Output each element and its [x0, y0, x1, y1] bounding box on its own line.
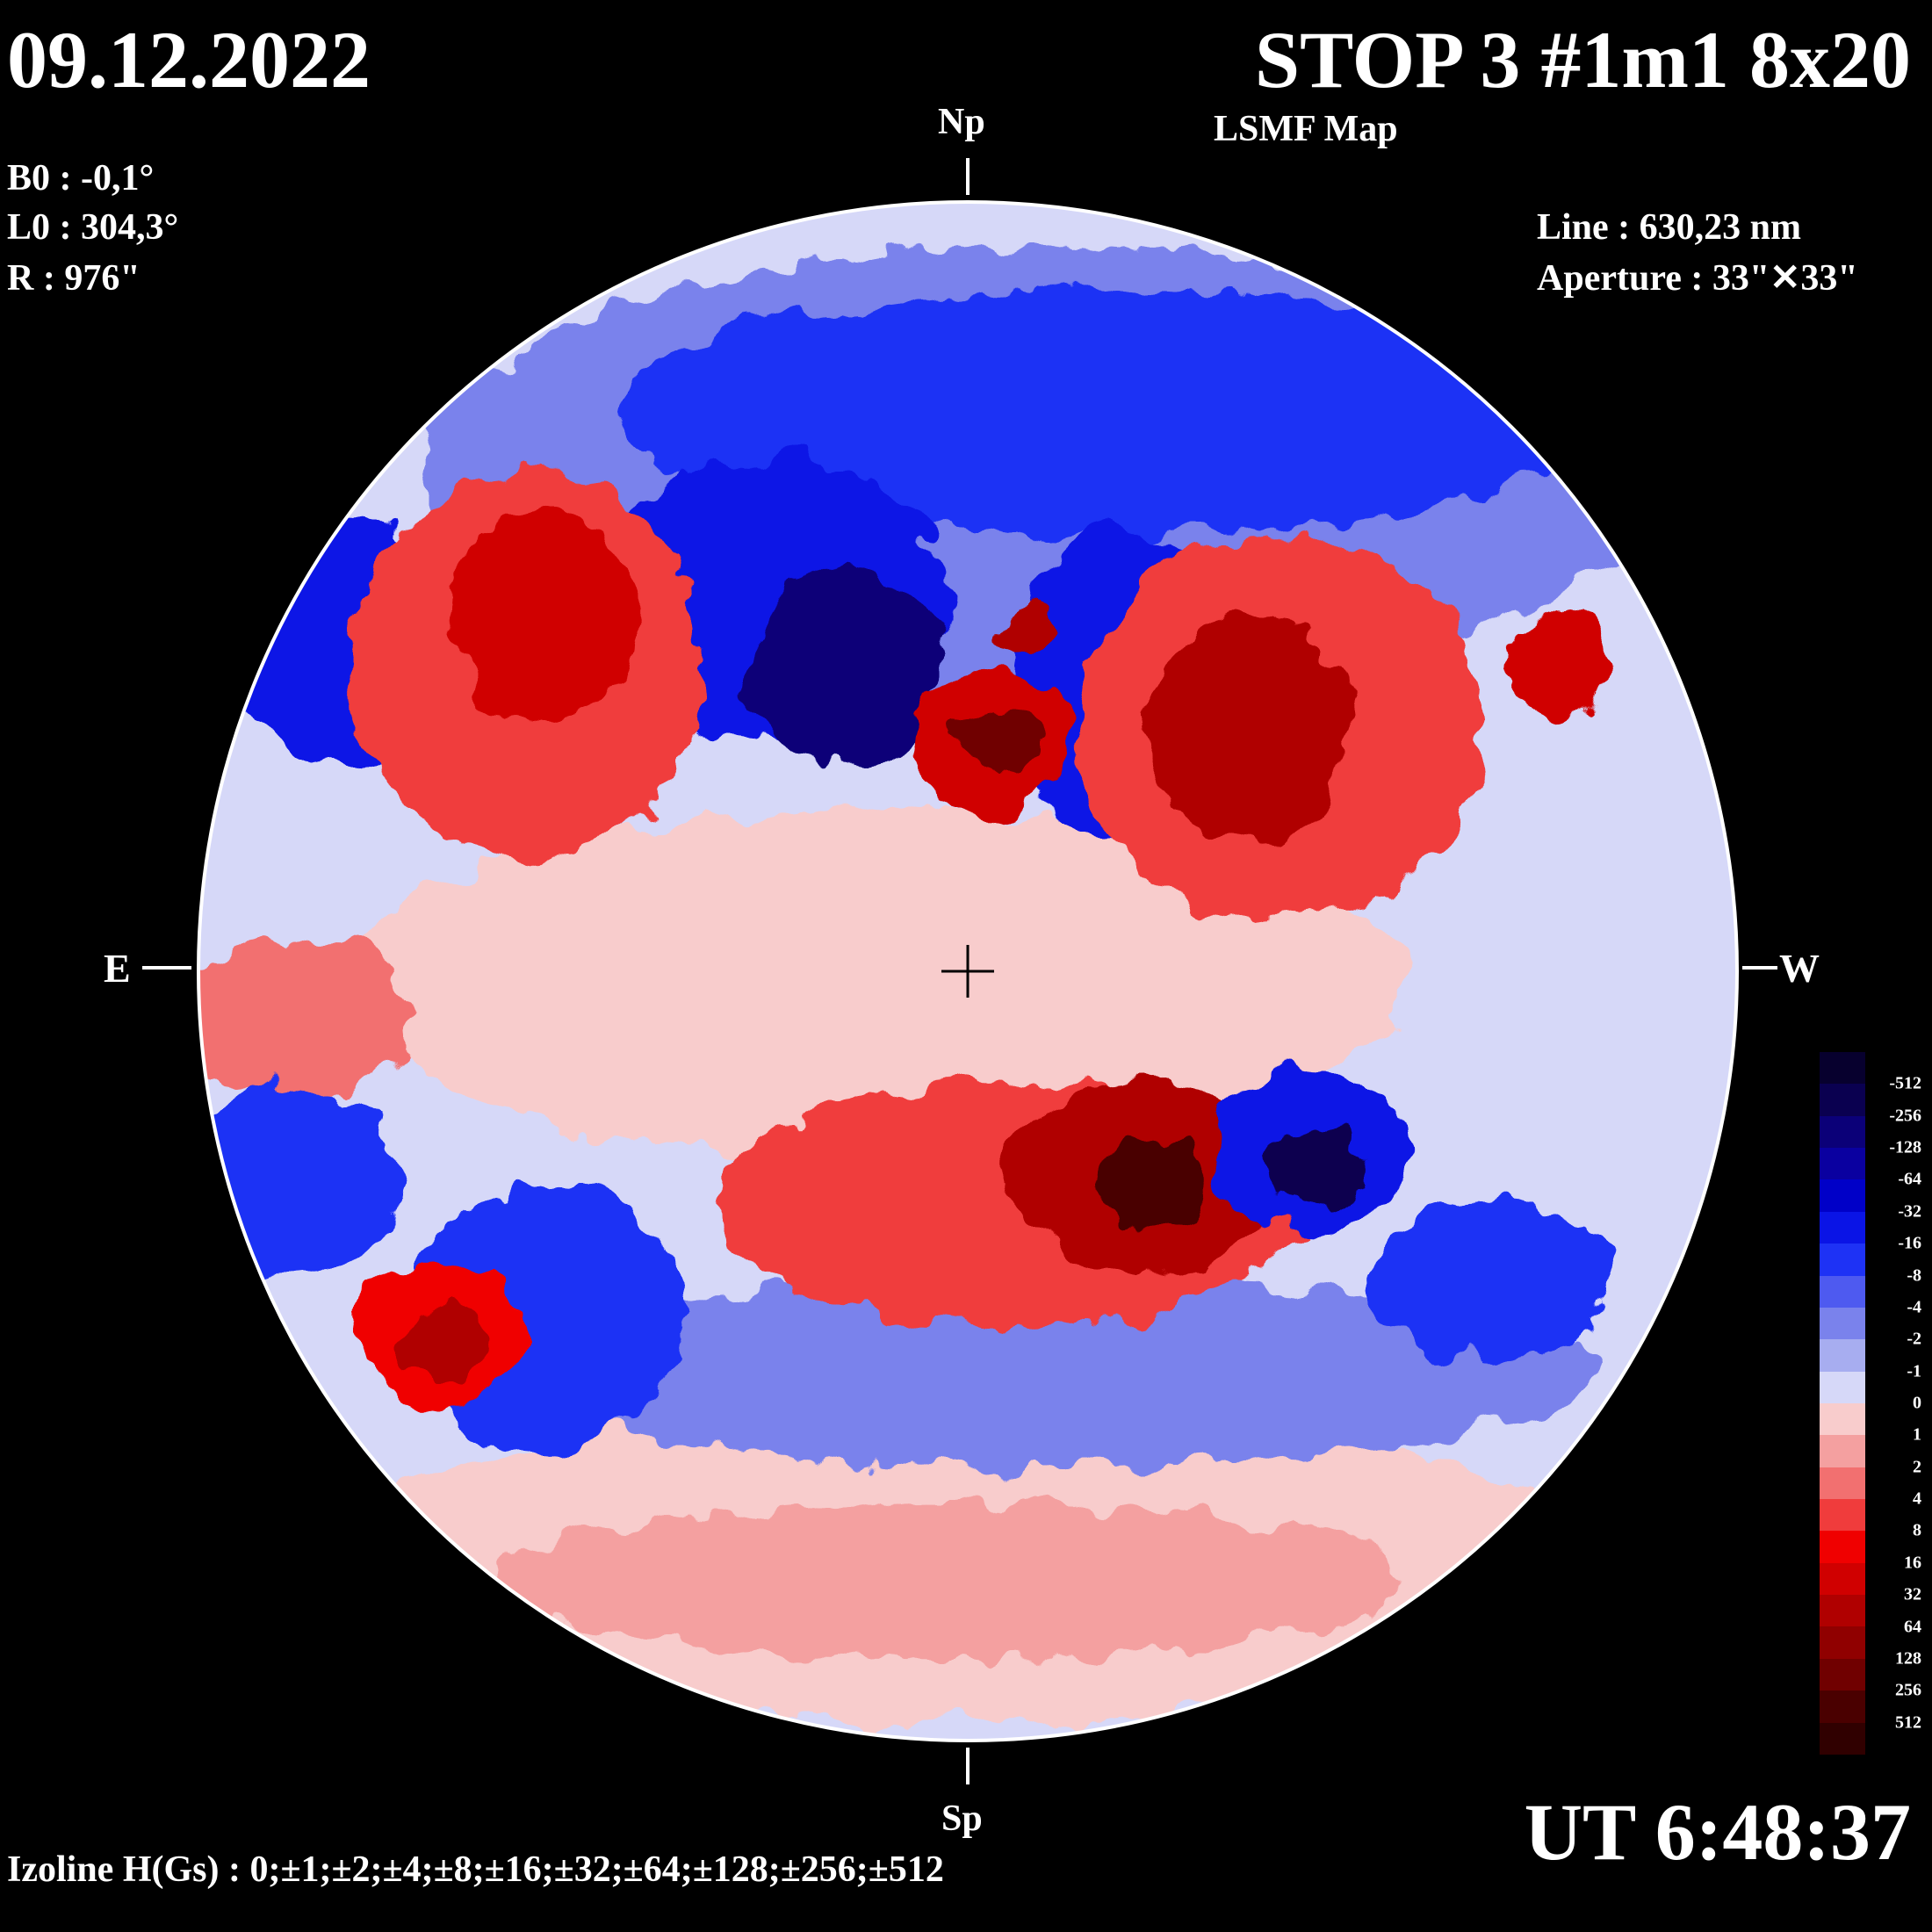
disk-limb [197, 200, 1739, 1742]
colorbar-segment [1820, 1595, 1865, 1627]
west-label: W [1779, 946, 1820, 991]
colorbar-tick-label: -1 [1907, 1361, 1921, 1381]
param-aperture: Aperture : 33"✕33" [1537, 258, 1858, 299]
colorbar-segment [1820, 1052, 1865, 1085]
colorbar-segment [1820, 1658, 1865, 1691]
south-pole-label: Sp [941, 1799, 983, 1839]
colorbar-segment [1820, 1179, 1865, 1212]
map-subtitle: LSMF Map [1214, 109, 1398, 149]
colorbar-tick-label: -128 [1889, 1137, 1921, 1157]
colorbar-segment [1820, 1339, 1865, 1372]
colorbar-tick-label: -4 [1907, 1297, 1921, 1317]
colorbar-segment [1820, 1402, 1865, 1436]
colorbar-segment [1820, 1467, 1865, 1500]
colorbar-segment [1820, 1722, 1865, 1755]
positive-region-se-core [400, 1308, 479, 1379]
negative-region-south-spot-core [1269, 1128, 1366, 1208]
colorbar-segment [1820, 1115, 1865, 1149]
observation-date: 09.12.2022 [7, 15, 371, 105]
colorbar-segment [1820, 1244, 1865, 1276]
colorbar-segment [1820, 1499, 1865, 1532]
colorbar-tick-label: -32 [1898, 1201, 1921, 1222]
colorbar-tick-label: 2 [1913, 1457, 1921, 1477]
positive-field-belt-south-inner [492, 1502, 1405, 1660]
positive-field-zone-east [198, 940, 413, 1098]
colorbar-segment [1820, 1275, 1865, 1308]
colorbar-segment [1820, 1690, 1865, 1723]
param-l0: L0 : 304,3° [7, 207, 179, 248]
colorbar-tick-label: -64 [1898, 1169, 1921, 1189]
colorbar-tick-label: 16 [1904, 1553, 1921, 1573]
colorbar-segment [1820, 1626, 1865, 1659]
param-radius: R : 976" [7, 258, 141, 299]
negative-field-region-nw-core [746, 571, 940, 764]
colorbar-segment [1820, 1562, 1865, 1596]
colorbar-tick-label: 8 [1913, 1520, 1921, 1540]
negative-field-arc-north-core [615, 290, 1598, 536]
map-title: STOP 3 #1m1 8x20 [1254, 15, 1911, 105]
ut-time: UT 6:48:37 [1524, 1787, 1911, 1877]
colorbar-tick-label: 64 [1904, 1617, 1921, 1637]
colorbar-tick-label: 32 [1904, 1584, 1921, 1604]
colorbar-tick-label: 1 [1913, 1424, 1921, 1445]
colorbar-tick-label: 128 [1895, 1648, 1921, 1669]
colorbar-segment [1820, 1531, 1865, 1563]
positive-region-ne-core [448, 509, 641, 720]
positive-region-cn-core [957, 703, 1036, 773]
colorbar-tick-label: 256 [1895, 1680, 1921, 1700]
colorbar-segment [1820, 1084, 1865, 1116]
izoline-levels: Izoline H(Gs) : 0;±1;±2;±4;±8;±16;±32;±6… [7, 1849, 944, 1890]
positive-region-south-umbra [1098, 1142, 1203, 1229]
negative-region-sw [1370, 1203, 1616, 1361]
positive-region-nw-core [1142, 615, 1352, 843]
negative-field-band-south [474, 1273, 1598, 1467]
colorbar-tick-label: 4 [1913, 1489, 1921, 1509]
colorbar-labels: -512 -256 -128 -64 -32 -16 -8 -4 -2 -1 0 1 2 4 8 16 32 64… [1869, 1052, 1921, 1755]
colorbar-segment [1820, 1211, 1865, 1244]
colorbar-segment [1820, 1307, 1865, 1340]
colorbar-tick-label: -512 [1889, 1073, 1921, 1093]
colorbar-tick-label: -256 [1889, 1106, 1921, 1126]
north-pole-label: Np [938, 102, 985, 142]
positive-field-zone-center [351, 808, 1405, 1159]
colorbar-tick-label: 512 [1895, 1712, 1921, 1733]
positive-region-small [1001, 613, 1063, 652]
positive-region-far-w [1510, 610, 1607, 724]
param-b0: B0 : -0,1° [7, 158, 155, 198]
colorbar-segment [1820, 1148, 1865, 1180]
param-line: Line : 630,23 nm [1537, 207, 1802, 248]
colorbar [1820, 1052, 1865, 1755]
colorbar-tick-label: -16 [1898, 1233, 1921, 1253]
colorbar-tick-label: -8 [1907, 1265, 1921, 1286]
colorbar-segment [1820, 1435, 1865, 1467]
east-label: E [104, 946, 131, 991]
colorbar-tick-label: 0 [1913, 1393, 1921, 1413]
colorbar-tick-label: -2 [1907, 1329, 1921, 1349]
colorbar-segment [1820, 1371, 1865, 1403]
